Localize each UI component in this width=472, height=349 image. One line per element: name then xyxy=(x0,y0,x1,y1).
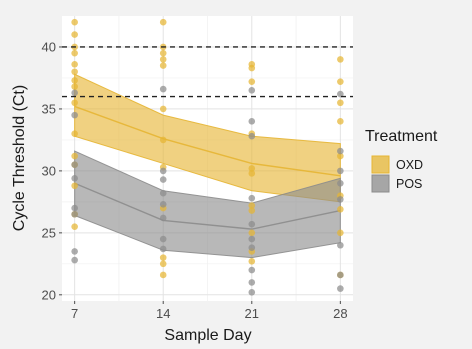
point-pos xyxy=(159,176,167,183)
point-oxd xyxy=(248,78,256,85)
point-pos xyxy=(337,271,344,279)
point-pos xyxy=(71,248,78,255)
point-oxd xyxy=(248,64,256,72)
point-oxd xyxy=(159,271,167,279)
point-oxd xyxy=(71,49,78,57)
legend-title: Treatment xyxy=(365,128,438,145)
point-oxd xyxy=(248,229,256,237)
x-tick-label: 7 xyxy=(71,306,78,321)
point-oxd xyxy=(159,49,167,57)
point-pos xyxy=(337,196,344,203)
point-pos xyxy=(159,201,167,208)
point-oxd xyxy=(159,56,167,63)
point-pos xyxy=(337,147,344,155)
y-tick-label: 35 xyxy=(42,101,56,116)
x-tick-label: 21 xyxy=(245,306,259,321)
point-oxd xyxy=(71,83,78,90)
point-pos xyxy=(159,85,167,93)
legend-label-oxd: OXD xyxy=(396,158,423,172)
point-oxd xyxy=(159,136,167,144)
point-pos xyxy=(248,132,256,140)
point-oxd xyxy=(248,207,256,214)
x-tick-label: 28 xyxy=(333,306,347,321)
point-pos xyxy=(71,256,78,264)
y-tick-label: 30 xyxy=(42,163,56,178)
point-oxd xyxy=(248,258,256,265)
point-oxd xyxy=(71,152,78,160)
point-oxd xyxy=(337,118,344,125)
point-pos xyxy=(71,175,78,182)
data-points xyxy=(71,18,344,296)
point-oxd xyxy=(337,229,344,237)
y-tick-label: 20 xyxy=(42,287,56,302)
point-oxd xyxy=(159,62,167,69)
point-oxd xyxy=(337,152,344,160)
point-oxd xyxy=(159,18,167,26)
point-oxd xyxy=(159,260,167,268)
point-pos xyxy=(248,118,256,125)
y-tick-label: 25 xyxy=(42,225,56,240)
point-oxd xyxy=(337,99,344,107)
point-pos xyxy=(337,90,344,98)
x-axis-title: Sample Day xyxy=(164,327,251,344)
fit-lines xyxy=(74,105,341,230)
point-pos xyxy=(337,167,344,175)
x-tick-labels: 7 14 21 28 xyxy=(71,301,348,321)
point-oxd xyxy=(71,18,78,26)
legend-label-pos: POS xyxy=(396,177,422,191)
point-oxd xyxy=(159,105,167,113)
point-pos xyxy=(337,241,344,249)
y-tick-labels: 20 25 30 35 40 xyxy=(42,39,62,302)
point-oxd xyxy=(71,182,78,190)
point-pos xyxy=(248,266,256,274)
point-oxd xyxy=(248,202,256,209)
point-pos xyxy=(337,285,344,292)
point-pos xyxy=(71,89,78,97)
point-pos xyxy=(159,189,167,197)
point-oxd xyxy=(337,206,344,213)
point-pos xyxy=(248,235,256,243)
y-tick-label: 40 xyxy=(42,39,56,54)
point-oxd xyxy=(337,78,344,85)
point-oxd xyxy=(71,31,78,38)
point-oxd xyxy=(337,56,344,63)
legend-swatch-oxd xyxy=(371,155,390,174)
legend-swatch-pos xyxy=(371,174,390,193)
fit-line-pos xyxy=(74,182,341,230)
point-pos xyxy=(248,279,256,286)
point-oxd xyxy=(71,77,78,84)
point-pos xyxy=(71,204,78,212)
point-pos xyxy=(159,245,167,253)
point-oxd xyxy=(71,68,78,76)
point-oxd xyxy=(71,99,78,107)
point-pos xyxy=(159,214,167,222)
point-pos xyxy=(248,87,256,94)
x-tick-label: 14 xyxy=(156,306,170,321)
point-oxd xyxy=(248,165,256,172)
point-oxd xyxy=(71,130,78,138)
point-pos xyxy=(248,244,256,252)
point-pos xyxy=(248,289,256,296)
point-pos xyxy=(71,210,78,218)
point-oxd xyxy=(248,170,256,177)
point-pos xyxy=(71,161,78,168)
point-oxd xyxy=(71,61,78,68)
legend: Treatment OXD POS xyxy=(365,128,438,193)
reference-lines xyxy=(62,46,353,98)
point-pos xyxy=(159,167,167,175)
point-pos xyxy=(248,220,256,228)
fit-line-oxd xyxy=(74,105,341,177)
point-pos xyxy=(159,235,167,243)
point-pos xyxy=(71,111,78,119)
y-axis-title: Cycle Threshold (Ct) xyxy=(11,85,28,231)
point-oxd xyxy=(71,223,78,230)
point-pos xyxy=(248,194,256,202)
point-pos xyxy=(337,179,344,187)
point-oxd xyxy=(159,254,167,261)
